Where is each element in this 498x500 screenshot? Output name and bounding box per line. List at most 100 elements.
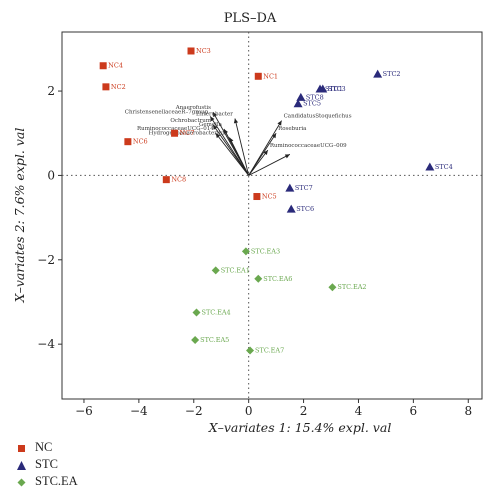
loading-arrowhead <box>263 150 268 156</box>
loading-arrowhead <box>229 137 234 143</box>
point-label: STC.EA7 <box>255 346 284 354</box>
x-tick-label: 6 <box>410 404 418 418</box>
legend-label-stc-ea: STC.EA <box>35 474 78 488</box>
point-label: STC5 <box>303 100 321 108</box>
point-label: NC4 <box>108 62 123 70</box>
point-label: STC2 <box>383 70 401 78</box>
legend-item-nc: NC <box>6 440 146 457</box>
legend-label-stc: STC <box>35 457 58 471</box>
stc-ea-point <box>191 335 200 344</box>
loading-arrow <box>215 132 250 176</box>
y-tick-label: −4 <box>37 337 55 351</box>
loading-arrows: AnaerofustisEnterobacterChristensenellac… <box>125 105 352 176</box>
nc-point <box>171 129 179 137</box>
y-tick-label: 2 <box>47 84 55 98</box>
plot-frame <box>61 31 483 400</box>
loading-label: RuminococcaceaeUCG–014 <box>137 126 214 132</box>
nc-point <box>187 47 195 55</box>
nc-point <box>253 193 261 201</box>
stc-point <box>373 69 383 78</box>
x-tick-label: 0 <box>245 404 253 418</box>
x-tick-label: 8 <box>464 404 472 418</box>
stc-point <box>293 99 303 108</box>
y-axis-label: X–variates 2: 7.6% expl. val <box>12 128 27 304</box>
loading-arrow <box>234 118 250 176</box>
stc-point <box>286 204 296 213</box>
point-label: STC8 <box>306 93 324 101</box>
loading-arrowhead <box>212 112 218 118</box>
loading-arrow <box>248 149 269 176</box>
point-label: STC6 <box>296 205 314 213</box>
loading-label: Hydrogenoanaerobacterium <box>149 130 229 136</box>
stc-point <box>296 92 306 101</box>
loading-label: Ochrobactrum <box>170 118 211 124</box>
point-label: STC4 <box>435 163 453 171</box>
point-label: NC2 <box>111 83 126 91</box>
y-tick-label: 0 <box>47 168 55 182</box>
point-label: NC1 <box>263 72 278 80</box>
loading-label: Roseburia <box>278 126 307 132</box>
loading-label: Gemella <box>199 122 223 128</box>
triangle-marker-icon <box>17 461 26 470</box>
legend-item-stc: STC <box>6 457 146 474</box>
point-label: STC3 <box>328 85 346 93</box>
diamond-marker-icon <box>17 478 26 487</box>
loading-arrowhead <box>212 124 218 130</box>
loading-arrowhead <box>210 116 215 122</box>
stc-ea-point <box>211 266 220 275</box>
nc-point <box>99 62 107 70</box>
loading-arrowhead <box>233 118 239 124</box>
stc-ea-point <box>241 247 250 256</box>
loading-label: RuminococcaceaeUCG–009 <box>270 143 347 149</box>
nc-point <box>124 138 132 146</box>
point-label: STC1 <box>325 85 343 93</box>
loading-arrowhead <box>271 133 277 139</box>
point-label: STC.EA1 <box>221 266 250 274</box>
x-tick-label: −6 <box>75 404 93 418</box>
stc-ea-point <box>328 283 337 292</box>
x-axis-label: X–variates 1: 15.4% expl. val <box>208 420 392 435</box>
stc-ea-point <box>254 274 263 283</box>
loading-arrowhead <box>223 129 228 135</box>
point-label: NC5 <box>262 193 277 201</box>
point-label: STC.EA3 <box>251 247 280 255</box>
loading-label: Enterobacter <box>196 111 233 117</box>
loading-arrowhead <box>215 133 221 139</box>
x-axis-ticks: −6 −4 −2 0 2 4 6 8 <box>75 399 472 418</box>
nc-point <box>254 72 262 80</box>
loading-label: ChristensenellaceaeR–7group <box>125 109 209 115</box>
nc-point <box>162 176 170 184</box>
point-label: STC7 <box>295 184 313 192</box>
loading-arrow <box>248 132 277 176</box>
point-label: NC6 <box>133 138 148 146</box>
loading-label: Anaerofustis <box>175 105 211 111</box>
loading-arrowhead <box>284 154 290 159</box>
stc-ea-point <box>192 308 201 317</box>
point-label: STC.EA6 <box>263 275 292 283</box>
nc-point <box>102 83 110 91</box>
point-label: STC.EA4 <box>202 309 231 317</box>
loading-label: CandidatusStoquefichus <box>284 114 352 120</box>
x-tick-label: 4 <box>355 404 363 418</box>
x-tick-label: −4 <box>130 404 148 418</box>
point-label: STC.EA2 <box>337 283 366 291</box>
point-label: STC.EA5 <box>200 336 229 344</box>
square-marker-icon <box>18 445 25 452</box>
loading-arrow <box>248 153 291 176</box>
point-label: NC7 <box>180 129 195 137</box>
chart-title: PLS–DA <box>224 11 277 26</box>
stc-point <box>425 162 435 171</box>
y-axis-ticks: −4 −2 0 2 <box>37 84 62 351</box>
stc-point <box>318 84 328 93</box>
loading-arrow <box>229 137 250 176</box>
stc-ea-point <box>246 346 255 355</box>
legend: NC STC STC.EA <box>6 440 146 491</box>
point-label: NC8 <box>171 176 186 184</box>
x-tick-label: −2 <box>185 404 203 418</box>
loading-arrow <box>212 124 250 176</box>
legend-label-nc: NC <box>35 440 53 454</box>
legend-item-stc-ea: STC.EA <box>6 474 146 491</box>
stc-point <box>285 183 295 192</box>
